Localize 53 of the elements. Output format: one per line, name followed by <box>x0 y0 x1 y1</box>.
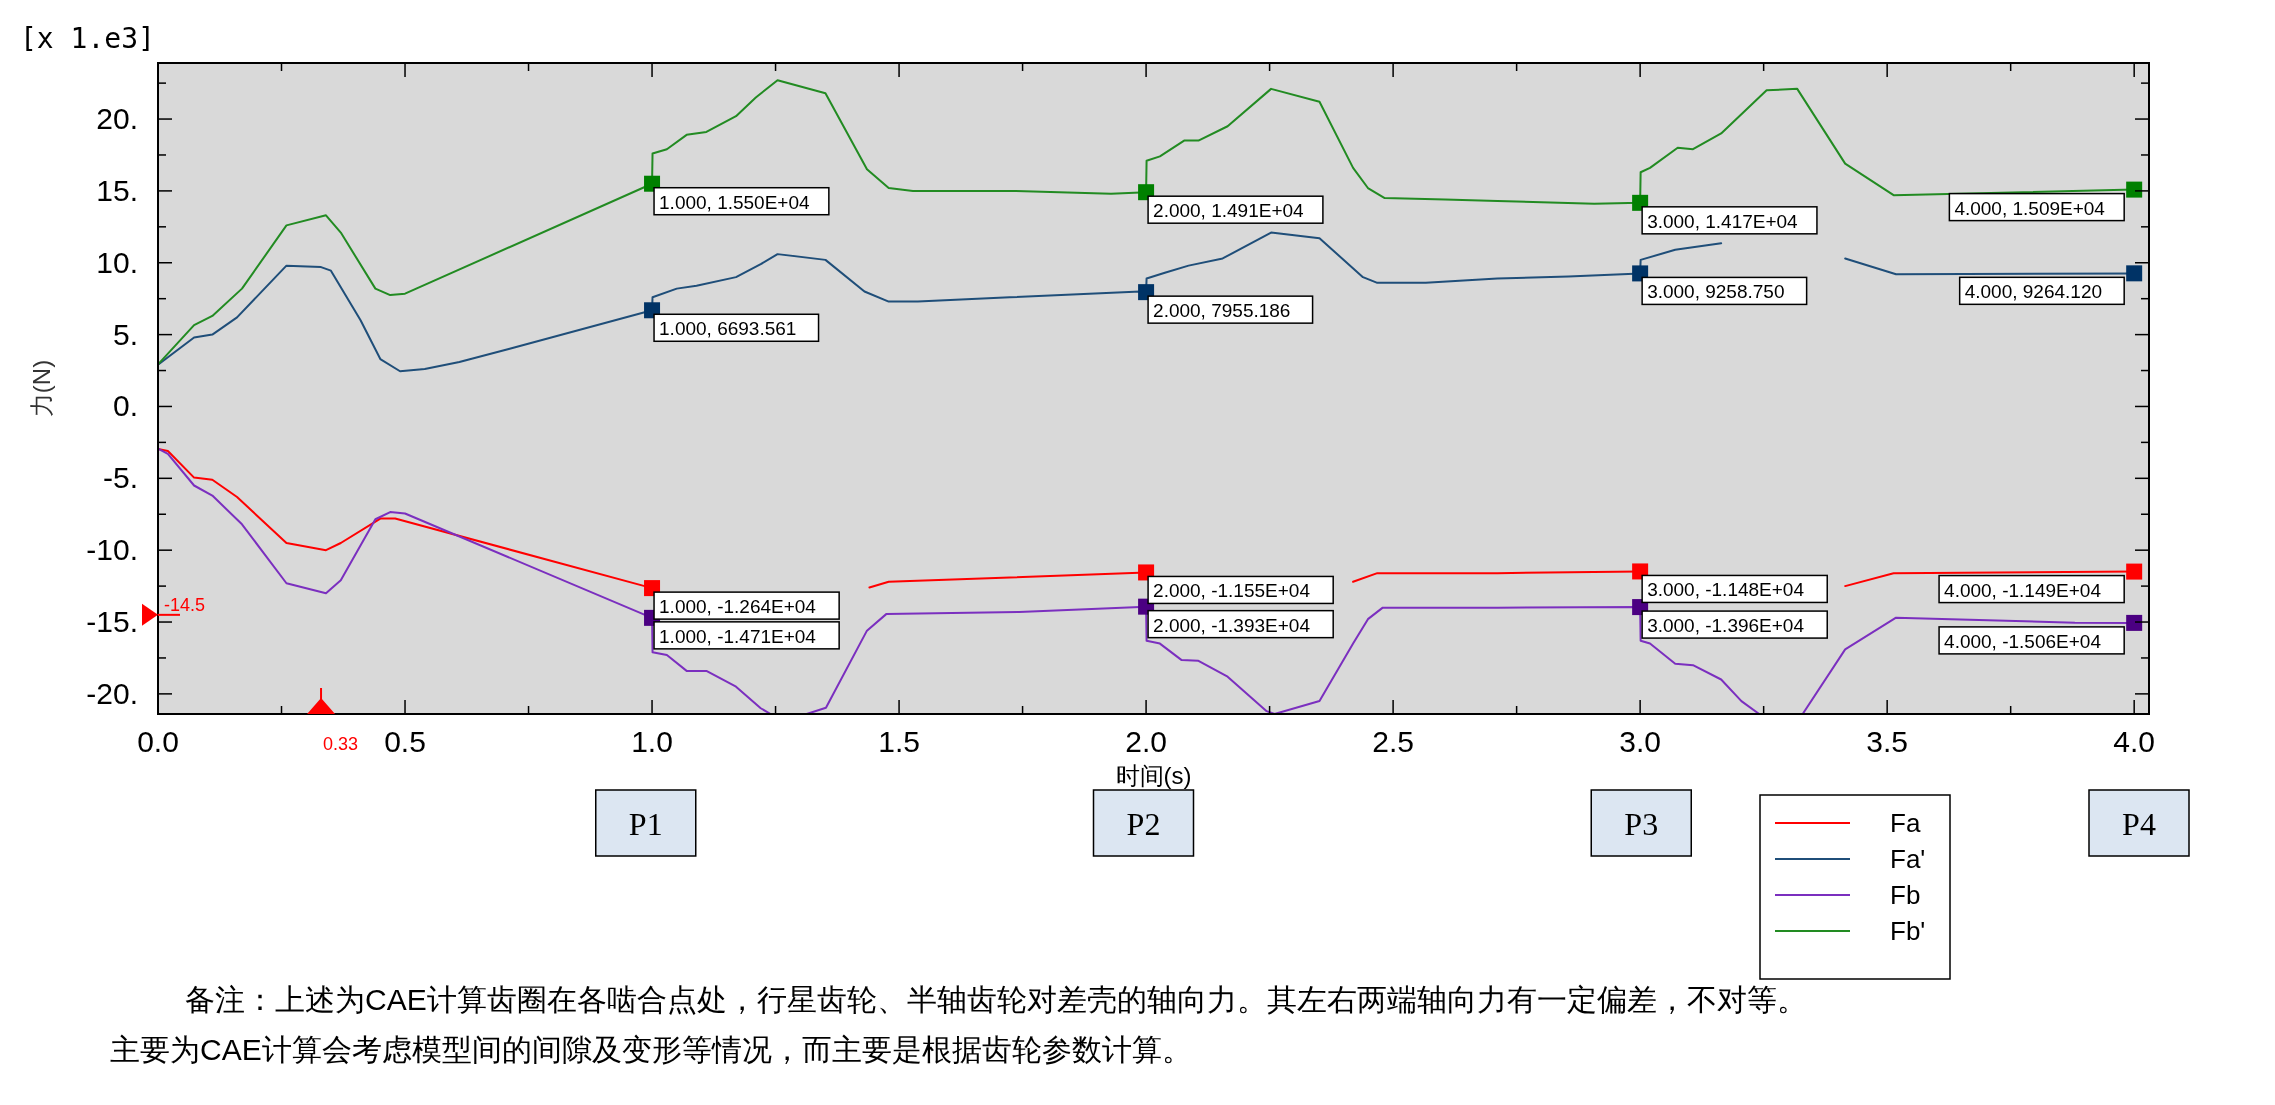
data-label: 3.000, -1.396E+04 <box>1647 615 1805 637</box>
text: P3 <box>1624 806 1659 842</box>
text: P1 <box>628 806 663 842</box>
x-tick-label: 2.0 <box>1125 725 1167 758</box>
y-tick-label: -5. <box>102 461 138 495</box>
y-tick-label: 10. <box>96 245 138 279</box>
data-label: 3.000, 1.417E+04 <box>1647 210 1799 232</box>
legend-label: Fb' <box>1890 916 1926 946</box>
legend-label: Fa <box>1890 808 1921 838</box>
point <box>2126 563 2143 580</box>
y-tick-label: -15. <box>86 605 138 639</box>
data-label: 2.000, 7955.186 <box>1153 300 1291 322</box>
data-label: 4.000, 1.509E+04 <box>1954 197 2106 219</box>
text: 备注：上述为CAE计算齿圈在各啮合点处，行星齿轮、半轴齿轮对差壳的轴向力。其左右两端轴向力有一定偏差，不对等。 <box>185 983 1807 1016</box>
data-label: 1.000, 1.550E+04 <box>659 191 811 213</box>
y-tick-label: -10. <box>86 533 138 567</box>
x-axis-title: 时间(s) <box>1115 762 1192 789</box>
point <box>2126 265 2143 282</box>
point <box>2126 181 2143 198</box>
y-axis-title: 力(N) <box>28 359 55 418</box>
legend-label: Fa' <box>1890 844 1926 874</box>
data-label: 4.000, -1.149E+04 <box>1944 579 2102 601</box>
data-label: 4.000, 9264.120 <box>1964 281 2103 303</box>
x-tick-label: 4.0 <box>2113 725 2156 758</box>
y-tick-label: -20. <box>86 676 138 710</box>
data-label: 1.000, -1.264E+04 <box>659 596 817 618</box>
text: P4 <box>2122 806 2156 842</box>
x-tick-label: 2.5 <box>1372 725 1414 758</box>
text: [x 1.e3] <box>20 22 155 55</box>
ref-line-label: 0.33 <box>323 734 359 754</box>
legend-label: Fb <box>1890 880 1921 910</box>
text: 主要为CAE计算会考虑模型间的间隙及变形等情况，而主要是根据齿轮参数计算。 <box>110 1033 1192 1066</box>
x-tick-label: 3.0 <box>1619 725 1661 758</box>
text: P2 <box>1126 806 1161 842</box>
y-tick-label: 0. <box>112 389 138 423</box>
data-label: 4.000, -1.506E+04 <box>1944 630 2102 652</box>
x-tick-label: 1.5 <box>878 725 920 758</box>
y-tick-label: 20. <box>96 102 138 136</box>
y-tick-label: 15. <box>96 173 138 207</box>
x-tick-label: 1.0 <box>631 725 673 758</box>
data-label: 1.000, -1.471E+04 <box>659 625 817 647</box>
data-label: 2.000, -1.155E+04 <box>1153 580 1311 602</box>
data-label: 2.000, -1.393E+04 <box>1153 614 1311 636</box>
ref-line-label: -14.5 <box>164 594 206 615</box>
x-tick-label: 0.0 <box>137 725 179 758</box>
data-label: 2.000, 1.491E+04 <box>1153 200 1305 222</box>
x-tick-label: 0.5 <box>384 725 426 758</box>
data-label: 3.000, 9258.750 <box>1647 281 1785 303</box>
x-tick-label: 3.5 <box>1866 725 1909 758</box>
data-label: 3.000, -1.148E+04 <box>1647 579 1805 601</box>
data-label: 1.000, 6693.561 <box>659 318 797 340</box>
y-tick-label: 5. <box>112 317 138 351</box>
point <box>2126 614 2143 631</box>
